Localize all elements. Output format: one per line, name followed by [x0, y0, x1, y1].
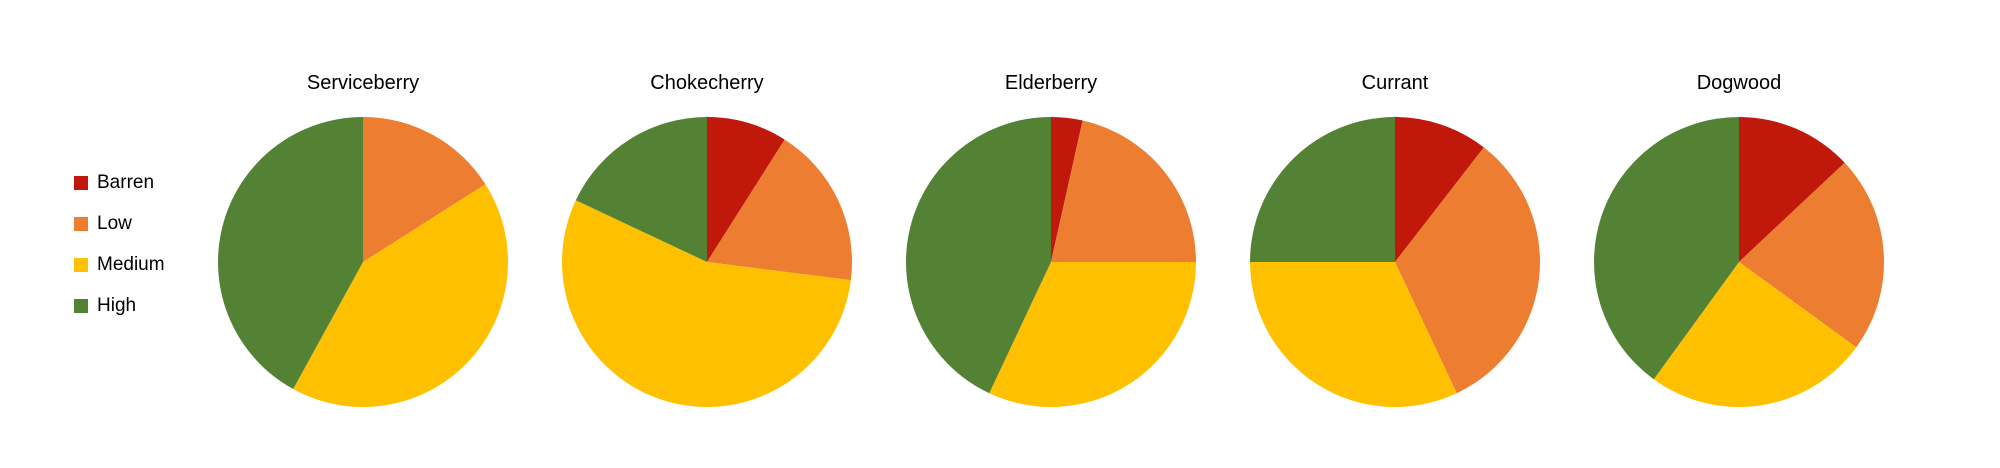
pie-slice-low: [707, 139, 853, 281]
legend-item-low: Low: [74, 203, 204, 244]
pie-slice-high: [905, 117, 1051, 394]
pie-slice-medium: [1250, 262, 1457, 408]
legend-item-high: High: [74, 285, 204, 326]
pie-slice-high: [1593, 116, 1739, 380]
pie-slice-high: [1250, 117, 1395, 262]
legend-label: Low: [97, 213, 132, 234]
pie-slice-medium: [1653, 262, 1857, 408]
legend-label: High: [97, 295, 137, 316]
pie-slice-medium: [293, 184, 508, 407]
legend-label: Barren: [97, 172, 155, 193]
legend-item-medium: Medium: [74, 244, 204, 285]
legend-label: Medium: [97, 254, 165, 275]
chart-title: Serviceberry: [307, 72, 419, 94]
pie-slice-barren: [1395, 117, 1484, 262]
pie-slice-high: [575, 117, 707, 262]
legend-swatch: [74, 175, 88, 190]
pie-chart-dogwood: Dogwood: [1593, 72, 1885, 408]
pie-slice-low: [1739, 162, 1885, 348]
pie-slice-barren: [1051, 117, 1083, 262]
pie-chart-chokecherry: Chokecherry: [562, 72, 853, 407]
legend-swatch: [74, 216, 88, 231]
pie-slice-barren: [707, 117, 785, 262]
pie-slice-low: [363, 117, 486, 262]
pie-chart-elderberry: Elderberry: [905, 72, 1196, 408]
pie-slice-barren: [1739, 117, 1845, 262]
legend-swatch: [74, 298, 88, 313]
legend: Barren Low Medium High: [74, 162, 204, 326]
chart-title: Chokecherry: [650, 72, 763, 94]
pie-slice-high: [218, 117, 363, 390]
pie-slice-medium: [562, 200, 851, 407]
chart-title: Elderberry: [1005, 72, 1097, 94]
pie-slice-medium: [989, 262, 1196, 408]
legend-swatch: [74, 257, 88, 272]
chart-title: Currant: [1362, 72, 1429, 94]
chart-title: Dogwood: [1697, 72, 1782, 94]
pie-chart-serviceberry: Serviceberry: [218, 72, 508, 407]
pie-chart-currant: Currant: [1250, 72, 1540, 408]
pie-slice-low: [1395, 147, 1540, 394]
pie-slice-low: [1051, 120, 1196, 263]
legend-item-barren: Barren: [74, 162, 204, 203]
